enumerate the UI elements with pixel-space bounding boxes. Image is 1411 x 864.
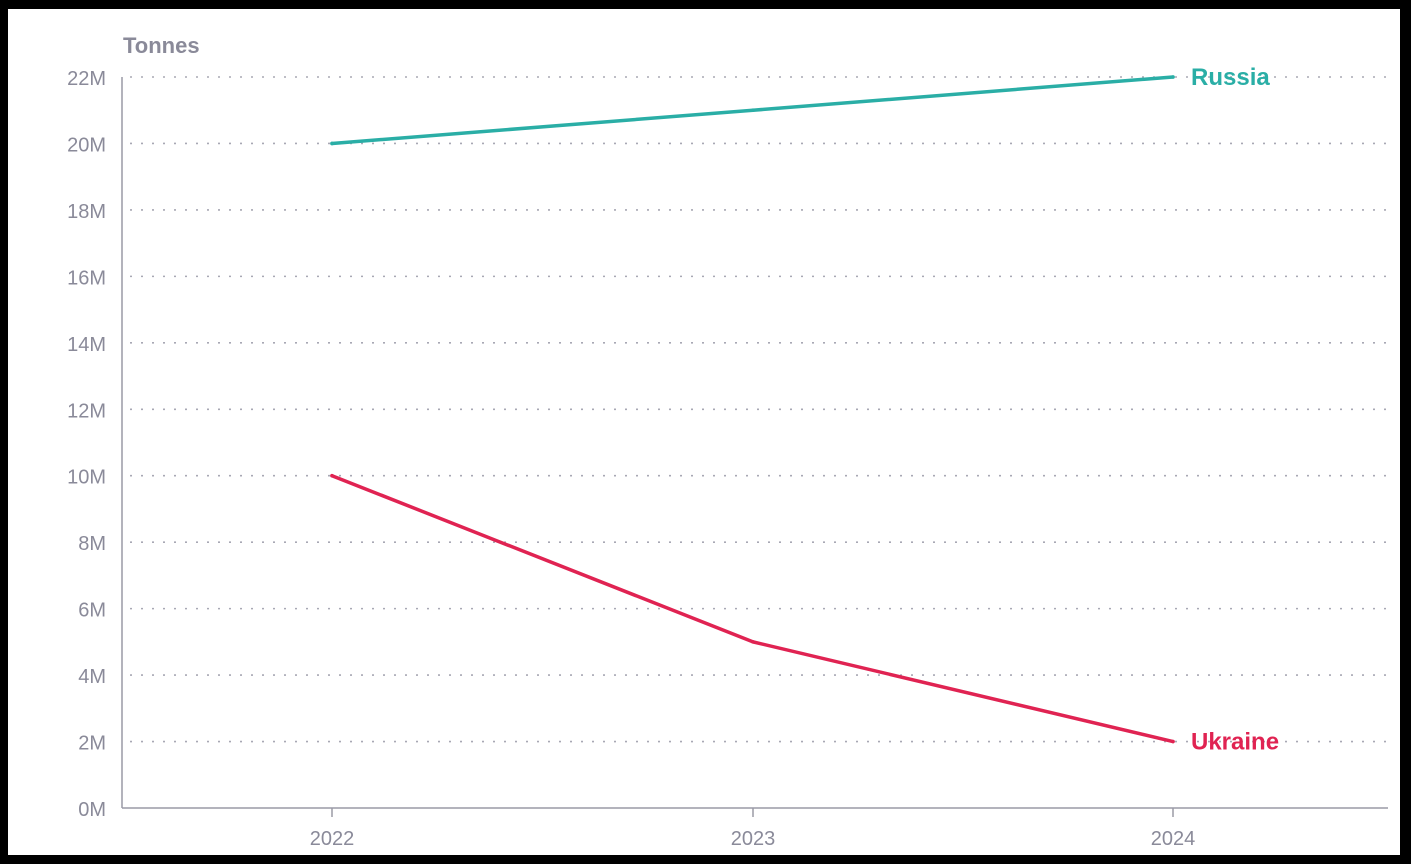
y-tick-label: 18M — [67, 201, 106, 223]
y-tick-label: 20M — [67, 134, 106, 156]
y-tick-label: 14M — [67, 334, 106, 356]
data-point-russia — [330, 141, 334, 146]
y-tick-label: 0M — [78, 799, 106, 821]
y-tick-label: 12M — [67, 400, 106, 422]
x-tick-label: 2024 — [1151, 828, 1196, 850]
y-tick-label: 22M — [67, 68, 106, 90]
y-tick-label: 6M — [78, 600, 106, 622]
chart-frame: 0M 2M 4M 6M 8M 10M 12M 14M 16M 18M 20M 22M 2022 2023 2… — [8, 9, 1400, 855]
series-line-ukraine — [330, 473, 1175, 744]
series-label-ukraine: Ukraine — [1191, 729, 1279, 756]
y-tick-label: 16M — [67, 267, 106, 289]
y-axis-label: Tonnes — [123, 33, 200, 58]
series-label-russia: Russia — [1191, 64, 1270, 91]
y-tick-label: 2M — [78, 733, 106, 755]
tick-labels: 0M 2M 4M 6M 8M 10M 12M 14M 16M 18M 20M 22M 2022 2023 2… — [67, 68, 1195, 850]
data-point-ukraine — [751, 640, 755, 644]
axes — [121, 77, 1388, 817]
data-point-ukraine — [330, 473, 334, 478]
series-lines — [330, 75, 1175, 744]
data-point-russia — [751, 108, 755, 113]
y-tick-label: 10M — [67, 467, 106, 489]
x-tick-label: 2022 — [310, 828, 355, 850]
line-chart: 0M 2M 4M 6M 8M 10M 12M 14M 16M 18M 20M 22M 2022 2023 2… — [67, 33, 1388, 850]
y-tick-label: 4M — [78, 666, 106, 688]
series-labels: Russia Ukraine — [1191, 64, 1279, 756]
data-point-russia — [1171, 75, 1175, 79]
y-tick-label: 8M — [78, 533, 106, 555]
data-point-ukraine — [1171, 739, 1175, 744]
x-tick-label: 2023 — [731, 828, 776, 850]
